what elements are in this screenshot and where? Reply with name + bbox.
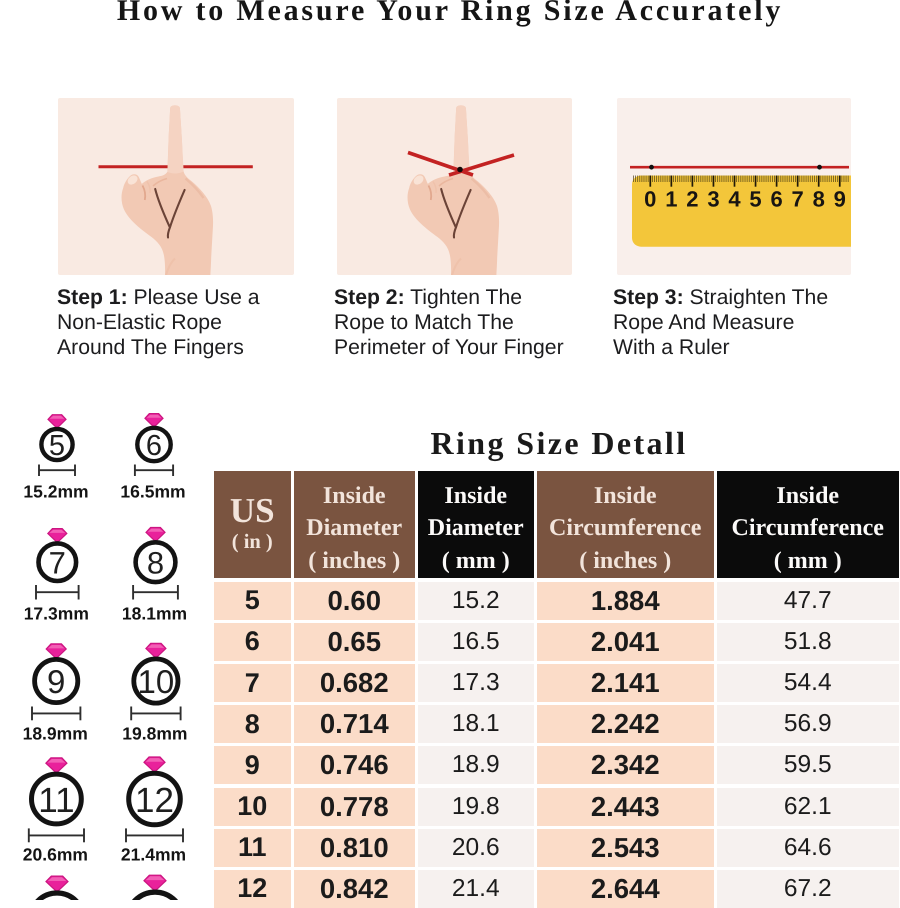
svg-text:6: 6: [146, 430, 162, 462]
svg-text:20.6mm: 20.6mm: [23, 845, 88, 865]
svg-text:0: 0: [644, 187, 656, 212]
svg-text:2: 2: [686, 187, 698, 212]
svg-text:18.1mm: 18.1mm: [122, 604, 187, 624]
svg-text:7: 7: [49, 546, 66, 581]
svg-text:8: 8: [147, 546, 164, 581]
svg-text:1: 1: [665, 187, 677, 212]
svg-text:15.2mm: 15.2mm: [23, 482, 88, 502]
svg-text:12: 12: [135, 781, 174, 820]
svg-text:11: 11: [38, 781, 74, 820]
svg-text:18.9mm: 18.9mm: [23, 724, 88, 744]
svg-text:5: 5: [749, 187, 761, 212]
svg-text:4: 4: [728, 187, 741, 212]
svg-text:5: 5: [49, 430, 65, 462]
svg-text:3: 3: [707, 187, 719, 212]
svg-text:10: 10: [138, 663, 175, 700]
svg-text:17.3mm: 17.3mm: [24, 604, 89, 624]
svg-text:16.5mm: 16.5mm: [120, 482, 185, 502]
svg-text:21.4mm: 21.4mm: [121, 845, 186, 865]
svg-text:19.8mm: 19.8mm: [122, 724, 187, 744]
svg-text:6: 6: [770, 187, 782, 212]
svg-text:9: 9: [834, 187, 846, 212]
svg-text:8: 8: [813, 187, 825, 212]
svg-text:9: 9: [47, 663, 65, 700]
svg-text:7: 7: [792, 187, 804, 212]
